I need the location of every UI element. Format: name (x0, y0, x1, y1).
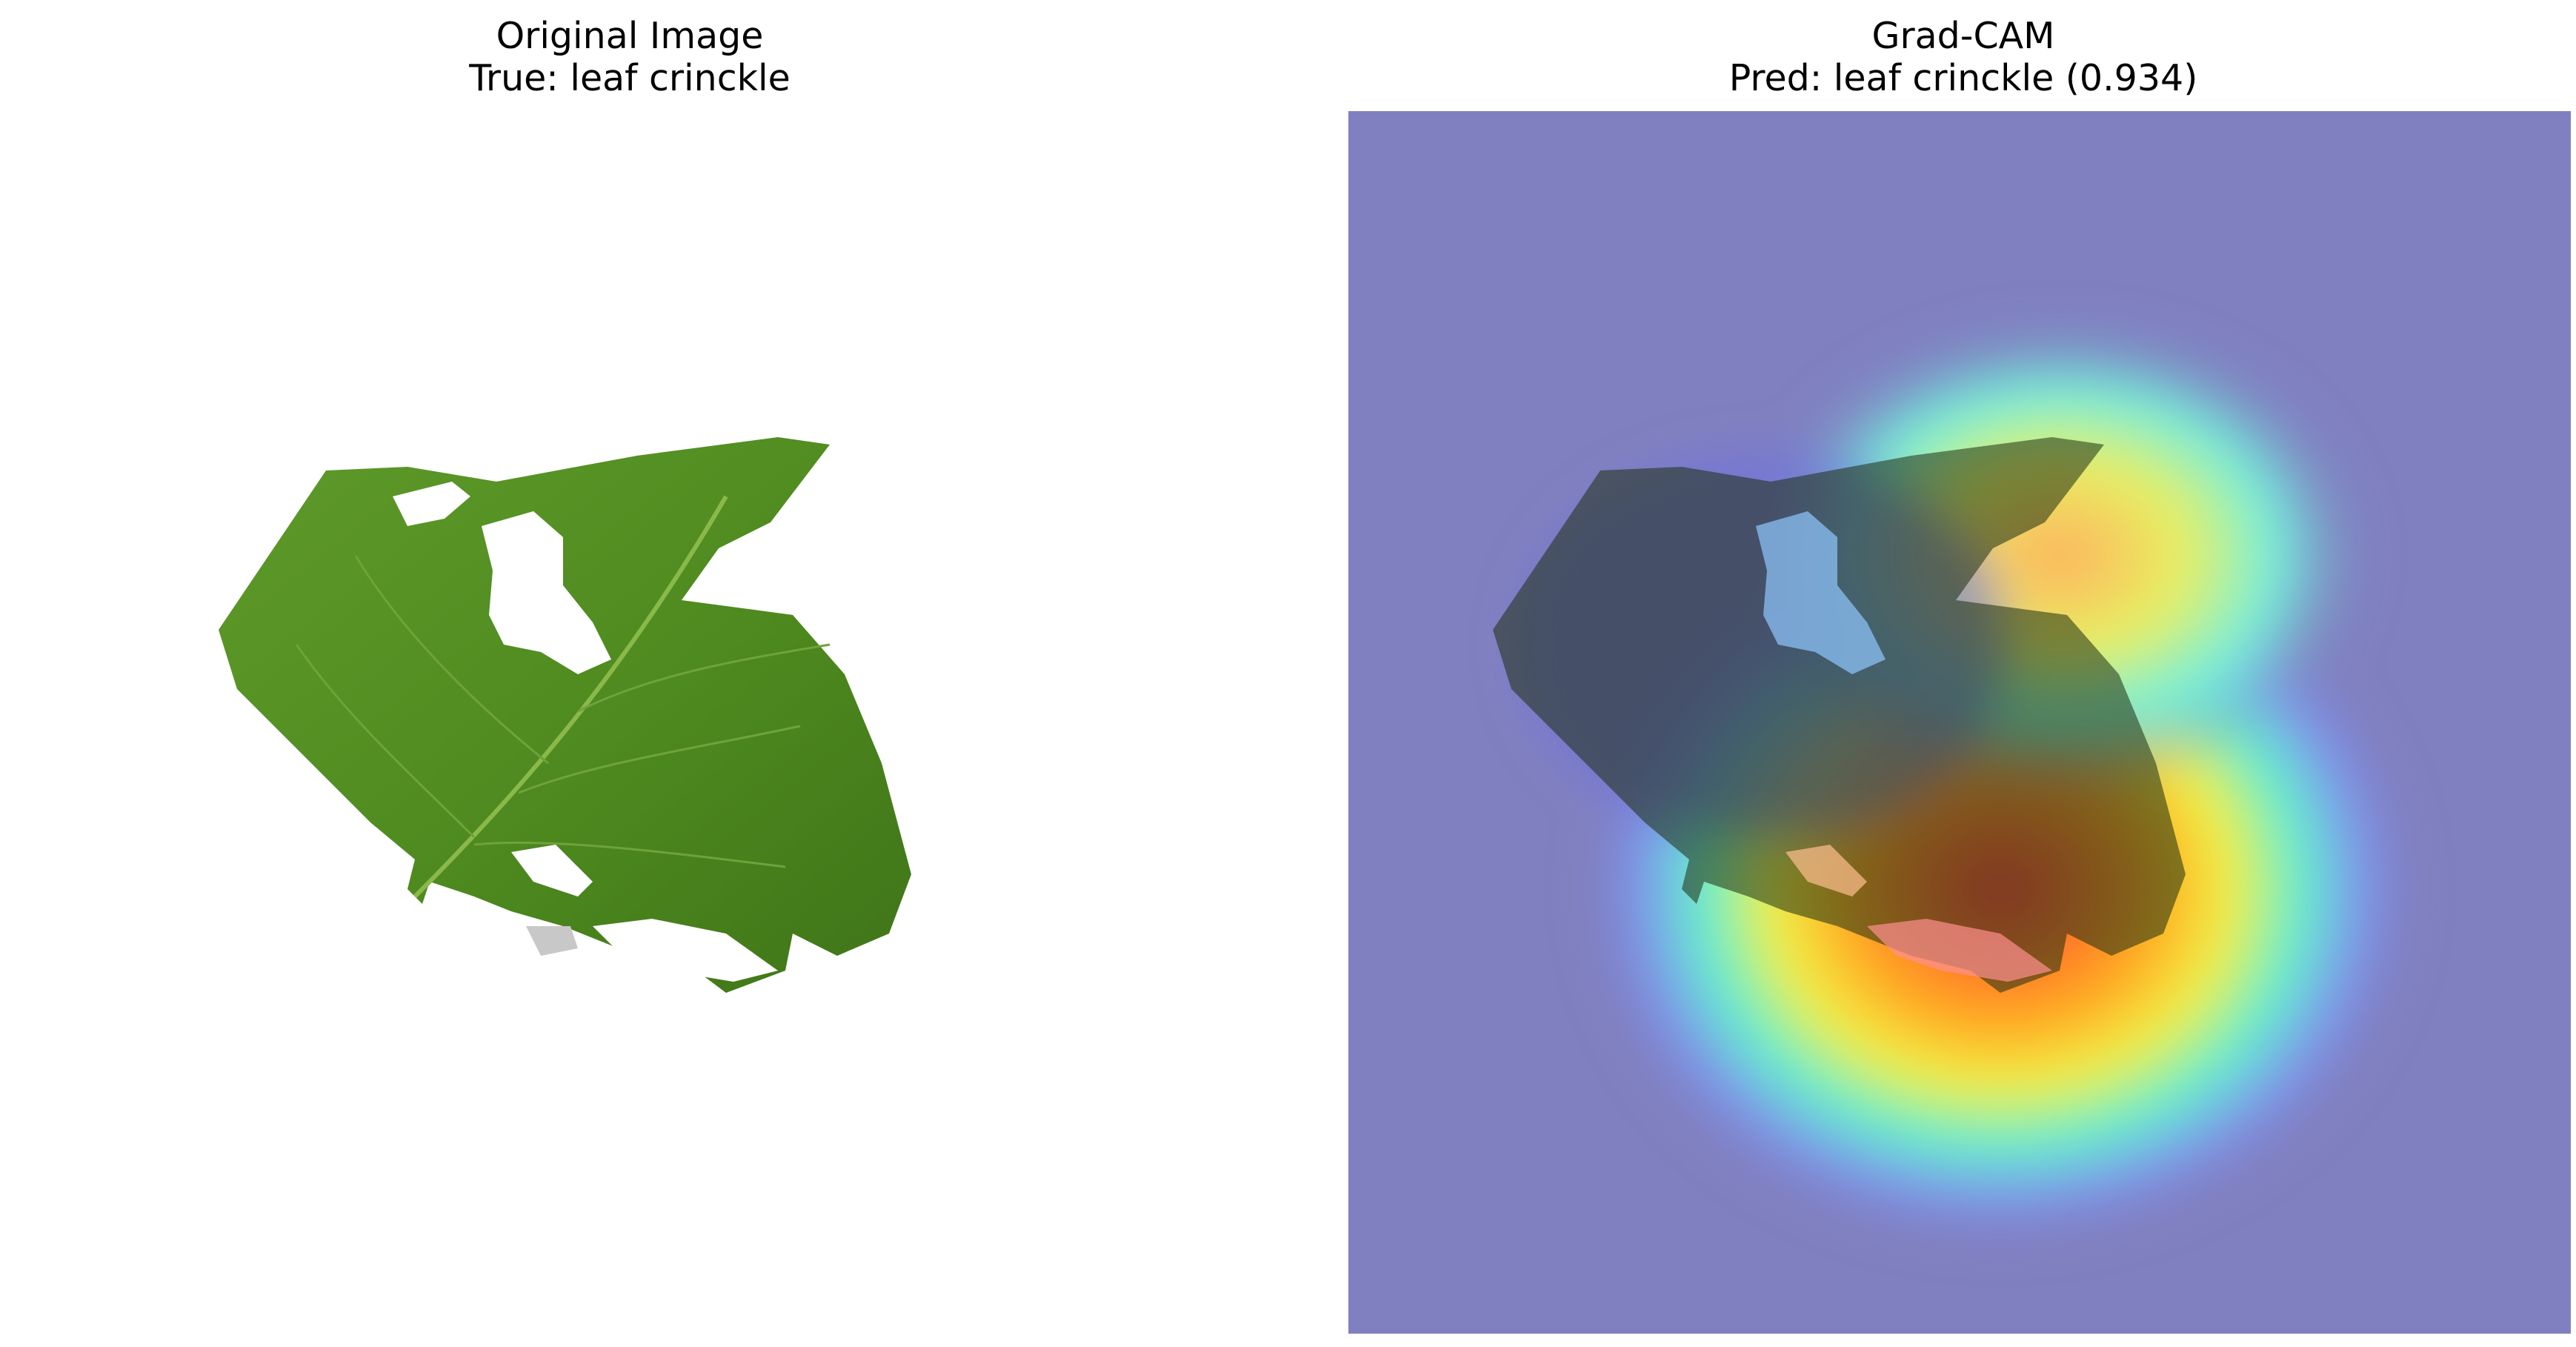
original-image-heading: Original Image (496, 15, 764, 57)
prediction-label: Pred: leaf crinckle (0.934) (1728, 57, 2198, 99)
gradcam-heatmap-image (1348, 111, 2571, 1334)
leaf-shape (219, 437, 911, 993)
true-label: True: leaf crinckle (469, 57, 791, 99)
gradcam-heading: Grad-CAM (1871, 15, 2055, 57)
original-leaf-image (219, 437, 911, 993)
original-image-title: Original Image True: leaf crinckle (289, 15, 971, 99)
leaf-overlay (1493, 437, 2186, 993)
leaf-holes (1756, 511, 2052, 982)
gradcam-title: Grad-CAM Pred: leaf crinckle (0.934) (1645, 15, 2282, 99)
